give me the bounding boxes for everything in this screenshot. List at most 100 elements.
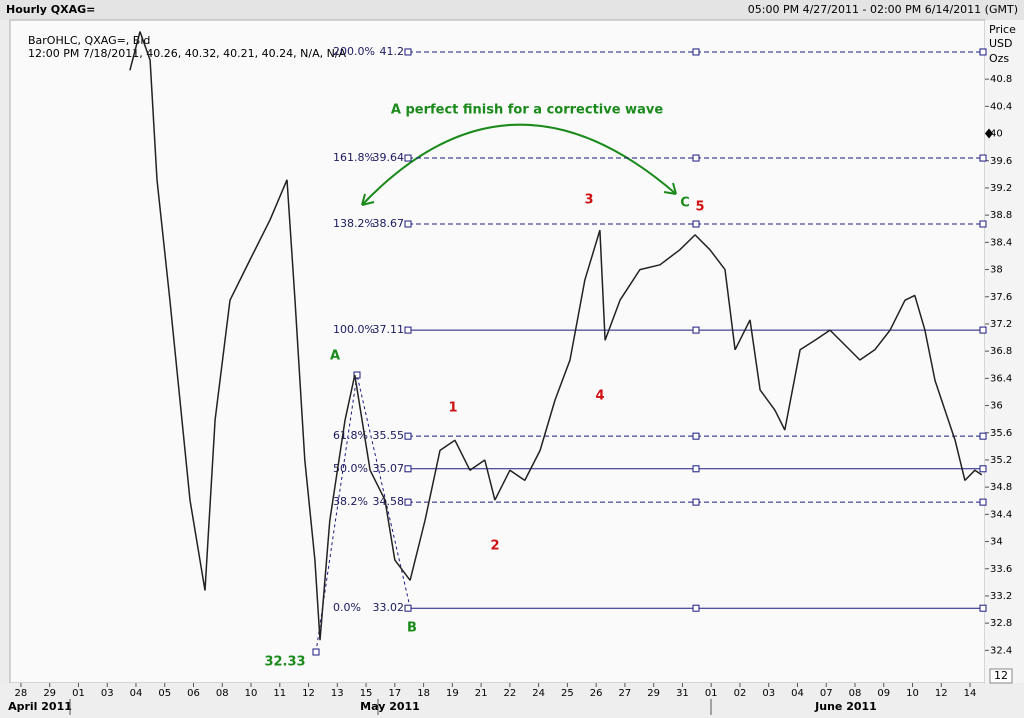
x-tick-label: 11 bbox=[273, 688, 286, 699]
chart-title: Hourly QXAG= bbox=[6, 3, 95, 16]
x-tick-label: 27 bbox=[619, 688, 632, 699]
y-tick-label: 33.2 bbox=[990, 591, 1012, 602]
y-tick-label: 40 bbox=[990, 129, 1003, 140]
y-tick-label: 38 bbox=[990, 265, 1003, 276]
fib-price: 35.55 bbox=[373, 429, 405, 442]
x-tick-label: 12 bbox=[302, 688, 315, 699]
x-tick-label: 14 bbox=[964, 688, 977, 699]
fib-handle bbox=[404, 154, 412, 162]
fib-price: 34.58 bbox=[373, 495, 405, 508]
fib-percent: 38.2% bbox=[333, 495, 368, 508]
x-tick-label: 21 bbox=[475, 688, 488, 699]
fib-handle bbox=[979, 154, 987, 162]
fib-handle bbox=[979, 48, 987, 56]
fib-handle bbox=[692, 220, 700, 228]
fib-handle bbox=[979, 326, 987, 334]
fib-handle bbox=[404, 220, 412, 228]
y-tick-label: 34.8 bbox=[990, 482, 1012, 493]
fib-handle bbox=[404, 465, 412, 473]
y-tick-label: 37.2 bbox=[990, 319, 1012, 330]
x-tick-label: 24 bbox=[532, 688, 545, 699]
x-tick-label: 15 bbox=[360, 688, 373, 699]
y-tick-label: 39.2 bbox=[990, 183, 1012, 194]
annotation: 2 bbox=[490, 539, 499, 554]
x-tick-label: 19 bbox=[446, 688, 459, 699]
fib-handle bbox=[692, 498, 700, 506]
fib-handle bbox=[692, 154, 700, 162]
fib-handle bbox=[692, 465, 700, 473]
x-tick-label: 05 bbox=[158, 688, 171, 699]
x-tick-label: 22 bbox=[504, 688, 517, 699]
x-tick-label: 10 bbox=[245, 688, 258, 699]
y-axis-label: Price bbox=[989, 23, 1016, 36]
y-axis-label: Ozs bbox=[989, 52, 1009, 65]
x-tick-label: 18 bbox=[417, 688, 430, 699]
month-label: April 2011 bbox=[8, 700, 72, 713]
fib-handle bbox=[404, 604, 412, 612]
annotation: B bbox=[407, 621, 417, 636]
fib-handle bbox=[692, 604, 700, 612]
annotation: 4 bbox=[595, 389, 604, 404]
info-line: BarOHLC, QXAG=, Bid bbox=[28, 34, 150, 47]
x-tick-label: 01 bbox=[72, 688, 85, 699]
annotation: 5 bbox=[695, 200, 704, 215]
fib-handle bbox=[979, 220, 987, 228]
pivot-marker bbox=[353, 371, 361, 379]
fib-percent: 61.8% bbox=[333, 429, 368, 442]
y-tick-label: 36.4 bbox=[990, 373, 1012, 384]
y-tick-label: 38.4 bbox=[990, 237, 1012, 248]
fib-percent: 161.8% bbox=[333, 151, 375, 164]
fib-handle bbox=[979, 432, 987, 440]
header-bar bbox=[0, 0, 1024, 20]
fib-price: 38.67 bbox=[373, 217, 405, 230]
arc-arrow bbox=[361, 123, 677, 206]
fib-handle bbox=[692, 48, 700, 56]
fib-handle bbox=[404, 48, 412, 56]
y-tick-label: 32.8 bbox=[990, 618, 1012, 629]
x-tick-label: 03 bbox=[762, 688, 775, 699]
y-tick-label: 33.6 bbox=[990, 564, 1012, 575]
y-tick-label: 32.4 bbox=[990, 645, 1012, 656]
x-tick-label: 25 bbox=[561, 688, 574, 699]
pivot-marker bbox=[312, 648, 320, 656]
x-tick-label: 28 bbox=[15, 688, 28, 699]
plot-area bbox=[9, 19, 986, 684]
y-tick-label: 37.6 bbox=[990, 292, 1012, 303]
x-tick-label: 13 bbox=[331, 688, 344, 699]
y-tick-label: 35.6 bbox=[990, 428, 1012, 439]
y-tick-label: 40.8 bbox=[990, 74, 1012, 85]
x-tick-label: 17 bbox=[388, 688, 401, 699]
x-tick-label: 08 bbox=[849, 688, 862, 699]
arrow-head bbox=[361, 182, 677, 206]
corner-label: 12 bbox=[994, 669, 1008, 682]
x-tick-label: 04 bbox=[791, 688, 804, 699]
fib-handle bbox=[692, 432, 700, 440]
y-tick-label: 34 bbox=[990, 537, 1003, 548]
date-range: 05:00 PM 4/27/2011 - 02:00 PM 6/14/2011 … bbox=[748, 3, 1018, 16]
y-tick-label: 36.8 bbox=[990, 346, 1012, 357]
annotation: 32.33 bbox=[264, 655, 305, 670]
x-tick-label: 31 bbox=[676, 688, 689, 699]
x-tick-label: 04 bbox=[130, 688, 143, 699]
fib-price: 33.02 bbox=[373, 601, 405, 614]
fib-handle bbox=[404, 326, 412, 334]
y-tick-label: 39.6 bbox=[990, 156, 1012, 167]
month-label: June 2011 bbox=[814, 700, 877, 713]
x-tick-label: 09 bbox=[877, 688, 890, 699]
x-tick-label: 06 bbox=[187, 688, 200, 699]
x-tick-label: 07 bbox=[820, 688, 833, 699]
fib-handle bbox=[404, 498, 412, 506]
fib-handle bbox=[979, 465, 987, 473]
fib-percent: 50.0% bbox=[333, 462, 368, 475]
info-line: 12:00 PM 7/18/2011, 40.26, 40.32, 40.21,… bbox=[28, 47, 347, 60]
fib-price: 37.11 bbox=[373, 323, 405, 336]
fib-percent: 100.0% bbox=[333, 323, 375, 336]
x-tick-label: 26 bbox=[590, 688, 603, 699]
fib-handle bbox=[692, 326, 700, 334]
annotation: 3 bbox=[584, 193, 593, 208]
y-tick-label: 36 bbox=[990, 401, 1003, 412]
corner-box[interactable] bbox=[989, 668, 1013, 684]
annotation: A perfect finish for a corrective wave bbox=[391, 103, 663, 118]
y-tick-label: 40.4 bbox=[990, 101, 1012, 112]
